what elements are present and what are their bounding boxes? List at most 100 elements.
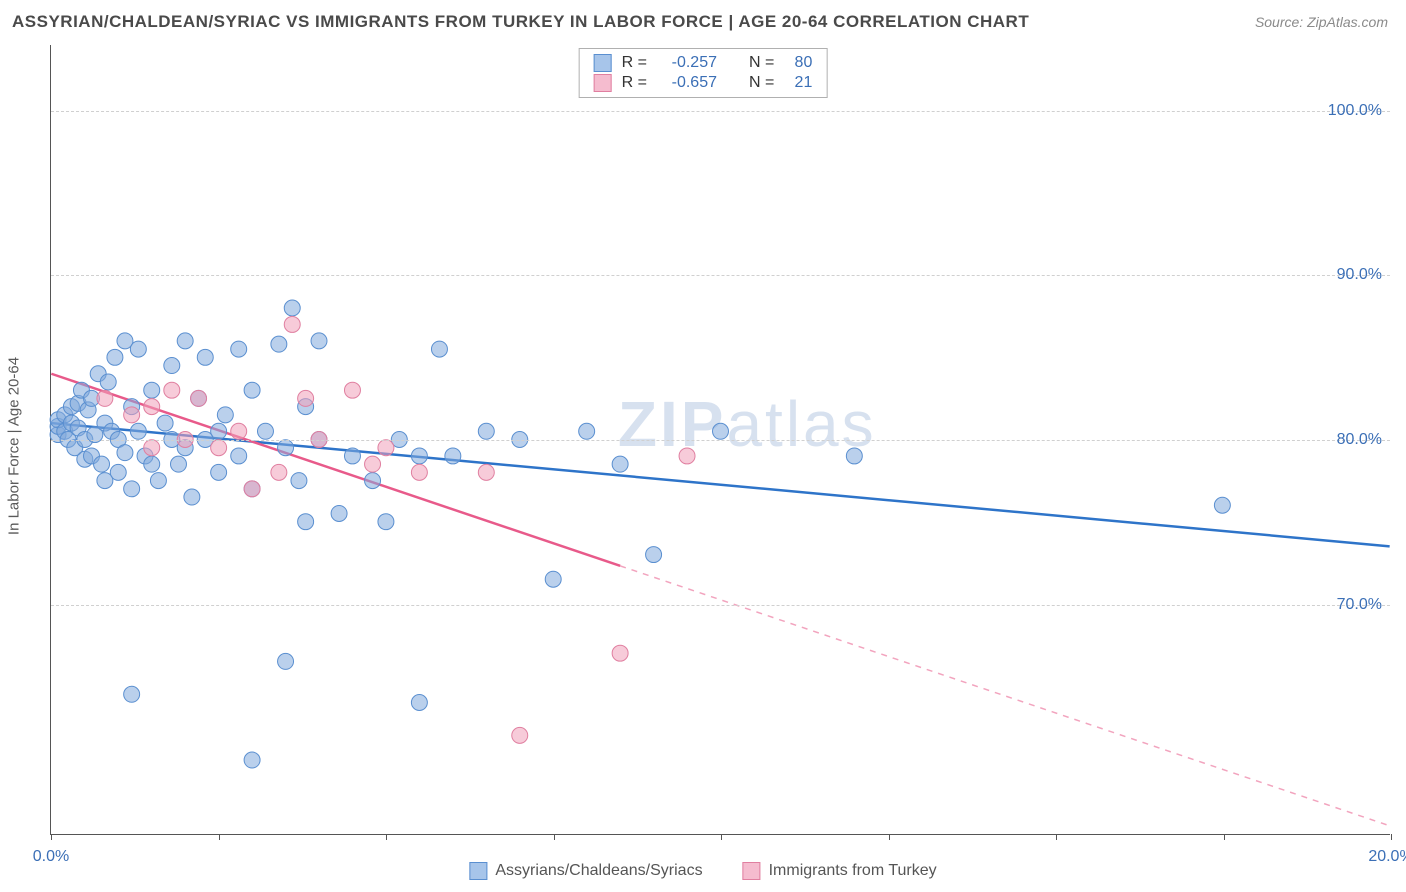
y-axis-label: In Labor Force | Age 20-64 bbox=[6, 357, 23, 535]
r-label: R = bbox=[622, 74, 647, 92]
scatter-point bbox=[244, 752, 260, 768]
ytick-label: 70.0% bbox=[1337, 596, 1382, 614]
ytick-label: 100.0% bbox=[1328, 102, 1382, 120]
scatter-point bbox=[231, 448, 247, 464]
scatter-point bbox=[191, 390, 207, 406]
legend-item-turkey: Immigrants from Turkey bbox=[743, 862, 937, 880]
xtick bbox=[1056, 834, 1057, 840]
ytick-label: 80.0% bbox=[1337, 431, 1382, 449]
scatter-point bbox=[545, 571, 561, 587]
scatter-point bbox=[311, 333, 327, 349]
scatter-point bbox=[365, 473, 381, 489]
xtick bbox=[1224, 834, 1225, 840]
scatter-point bbox=[846, 448, 862, 464]
xtick-label: 0.0% bbox=[33, 848, 69, 866]
scatter-point bbox=[284, 316, 300, 332]
scatter-point bbox=[713, 423, 729, 439]
r-value-turkey: -0.657 bbox=[657, 74, 717, 92]
scatter-point bbox=[144, 399, 160, 415]
scatter-point bbox=[144, 440, 160, 456]
r-label: R = bbox=[622, 54, 647, 72]
swatch-turkey bbox=[594, 74, 612, 92]
scatter-point bbox=[231, 423, 247, 439]
source-attribution: Source: ZipAtlas.com bbox=[1255, 14, 1388, 30]
xtick bbox=[721, 834, 722, 840]
scatter-point bbox=[579, 423, 595, 439]
scatter-point bbox=[1214, 497, 1230, 513]
plot-area: ZIPatlas 70.0%80.0%90.0%100.0%0.0%20.0% bbox=[50, 45, 1390, 835]
scatter-point bbox=[445, 448, 461, 464]
n-label: N = bbox=[749, 54, 774, 72]
swatch-assyrians bbox=[594, 54, 612, 72]
scatter-point bbox=[298, 514, 314, 530]
legend-label-assyrians: Assyrians/Chaldeans/Syriacs bbox=[495, 862, 702, 880]
n-label: N = bbox=[749, 74, 774, 92]
scatter-point bbox=[117, 445, 133, 461]
gridline bbox=[51, 440, 1390, 441]
scatter-point bbox=[431, 341, 447, 357]
scatter-point bbox=[344, 448, 360, 464]
scatter-point bbox=[244, 382, 260, 398]
scatter-point bbox=[164, 382, 180, 398]
scatter-point bbox=[278, 440, 294, 456]
scatter-point bbox=[144, 456, 160, 472]
scatter-point bbox=[411, 448, 427, 464]
scatter-point bbox=[646, 547, 662, 563]
scatter-point bbox=[211, 464, 227, 480]
scatter-point bbox=[478, 423, 494, 439]
xtick bbox=[51, 834, 52, 840]
bottom-legend: Assyrians/Chaldeans/Syriacs Immigrants f… bbox=[469, 862, 936, 880]
scatter-point bbox=[130, 341, 146, 357]
chart-title: ASSYRIAN/CHALDEAN/SYRIAC VS IMMIGRANTS F… bbox=[12, 12, 1029, 32]
scatter-point bbox=[184, 489, 200, 505]
scatter-point bbox=[231, 341, 247, 357]
r-value-assyrians: -0.257 bbox=[657, 54, 717, 72]
scatter-point bbox=[110, 464, 126, 480]
xtick bbox=[386, 834, 387, 840]
scatter-point bbox=[170, 456, 186, 472]
scatter-point bbox=[278, 653, 294, 669]
scatter-point bbox=[331, 505, 347, 521]
scatter-point bbox=[512, 727, 528, 743]
scatter-point bbox=[217, 407, 233, 423]
xtick bbox=[554, 834, 555, 840]
scatter-point bbox=[478, 464, 494, 480]
ytick-label: 90.0% bbox=[1337, 266, 1382, 284]
scatter-point bbox=[284, 300, 300, 316]
legend-label-turkey: Immigrants from Turkey bbox=[769, 862, 937, 880]
scatter-point bbox=[107, 349, 123, 365]
scatter-point bbox=[144, 382, 160, 398]
gridline bbox=[51, 275, 1390, 276]
scatter-point bbox=[612, 645, 628, 661]
scatter-point bbox=[244, 481, 260, 497]
scatter-point bbox=[130, 423, 146, 439]
scatter-point bbox=[271, 336, 287, 352]
chart-container: ASSYRIAN/CHALDEAN/SYRIAC VS IMMIGRANTS F… bbox=[0, 0, 1406, 892]
n-value-turkey: 21 bbox=[784, 74, 812, 92]
scatter-point bbox=[271, 464, 287, 480]
scatter-point bbox=[291, 473, 307, 489]
n-value-assyrians: 80 bbox=[784, 54, 812, 72]
scatter-point bbox=[411, 695, 427, 711]
scatter-point bbox=[344, 382, 360, 398]
scatter-point bbox=[365, 456, 381, 472]
scatter-point bbox=[378, 514, 394, 530]
legend-swatch-turkey bbox=[743, 862, 761, 880]
scatter-point bbox=[211, 423, 227, 439]
scatter-point bbox=[124, 686, 140, 702]
xtick-label: 20.0% bbox=[1368, 848, 1406, 866]
scatter-point bbox=[197, 349, 213, 365]
scatter-point bbox=[97, 390, 113, 406]
scatter-point bbox=[100, 374, 116, 390]
xtick bbox=[219, 834, 220, 840]
scatter-point bbox=[164, 358, 180, 374]
scatter-point bbox=[679, 448, 695, 464]
stats-row-turkey: R = -0.657 N = 21 bbox=[594, 73, 813, 93]
scatter-point bbox=[124, 481, 140, 497]
xtick bbox=[1391, 834, 1392, 840]
scatter-point bbox=[177, 333, 193, 349]
gridline bbox=[51, 605, 1390, 606]
legend-swatch-assyrians bbox=[469, 862, 487, 880]
legend-item-assyrians: Assyrians/Chaldeans/Syriacs bbox=[469, 862, 702, 880]
scatter-point bbox=[150, 473, 166, 489]
